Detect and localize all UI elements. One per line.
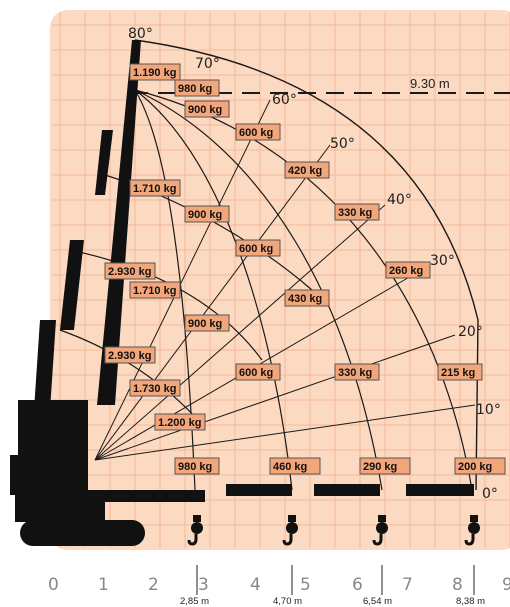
svg-text:330 kg: 330 kg	[338, 367, 372, 379]
svg-text:2.930 kg: 2.930 kg	[108, 350, 151, 362]
reach-mark-label: 6,54 m	[363, 596, 392, 607]
svg-text:420 kg: 420 kg	[288, 165, 322, 177]
reach-mark-label: 4,70 m	[273, 596, 302, 607]
load-label: 460 kg	[269, 457, 321, 475]
load-label: 290 kg	[359, 457, 411, 475]
svg-text:330 kg: 330 kg	[338, 207, 372, 219]
load-label: 215 kg	[437, 363, 483, 381]
x-tick-label: 1	[98, 575, 109, 595]
x-tick-label: 9	[502, 575, 510, 595]
load-label: 330 kg	[334, 363, 380, 381]
curve-load-2	[69, 249, 263, 361]
x-tick-label: 6	[352, 575, 363, 595]
x-tick-label: 2	[148, 575, 159, 595]
load-label: 260 kg	[385, 261, 431, 279]
angle-label: 30°	[430, 253, 455, 269]
svg-text:980 kg: 980 kg	[178, 461, 212, 473]
load-label: 420 kg	[284, 161, 330, 179]
load-label: 1.190 kg	[129, 63, 181, 81]
load-label: 600 kg	[235, 239, 281, 257]
angle-label: 10°	[476, 402, 501, 418]
x-tick-label: 7	[402, 575, 413, 595]
angle-label: 50°	[330, 136, 355, 152]
x-tick-label: 3	[198, 575, 209, 595]
angle-label: 60°	[272, 92, 297, 108]
svg-text:290 kg: 290 kg	[363, 461, 397, 473]
load-label: 600 kg	[235, 363, 281, 381]
svg-text:600 kg: 600 kg	[239, 367, 273, 379]
load-label: 1.710 kg	[129, 179, 181, 197]
svg-text:1.710 kg: 1.710 kg	[133, 183, 176, 195]
load-label: 430 kg	[284, 289, 330, 307]
load-label: 1.710 kg	[129, 281, 181, 299]
load-label: 600 kg	[235, 123, 281, 141]
svg-text:2.930 kg: 2.930 kg	[108, 266, 151, 278]
curve-boom-2	[134, 89, 293, 491]
x-tick-label: 4	[250, 575, 261, 595]
crane-silhouette-icon	[10, 40, 474, 546]
load-label: 980 kg	[174, 79, 220, 97]
curve-boom-1	[134, 89, 196, 491]
svg-text:1.190 kg: 1.190 kg	[133, 67, 176, 79]
svg-text:215 kg: 215 kg	[441, 367, 475, 379]
load-label: 980 kg	[174, 457, 220, 475]
angle-label: 70°	[195, 56, 220, 72]
load-label: 330 kg	[334, 203, 380, 221]
svg-text:1.200 kg: 1.200 kg	[158, 417, 201, 429]
svg-text:900 kg: 900 kg	[188, 104, 222, 116]
svg-text:460 kg: 460 kg	[273, 461, 307, 473]
angle-lines	[94, 39, 479, 491]
load-label: 200 kg	[454, 457, 506, 475]
svg-text:200 kg: 200 kg	[458, 461, 492, 473]
x-tick-label: 0	[48, 575, 59, 595]
angle-labels: 80° 70° 60° 50° 40° 30° 20° 10° 0°	[128, 26, 501, 502]
angle-label: 40°	[387, 192, 412, 208]
curve-boom-3	[134, 89, 383, 491]
svg-text:600 kg: 600 kg	[239, 127, 273, 139]
reach-mark-label: 2,85 m	[180, 596, 209, 607]
svg-text:900 kg: 900 kg	[188, 209, 222, 221]
x-tick-label: 5	[300, 575, 311, 595]
angle-label: 80°	[128, 26, 153, 42]
max-reach-label: 9.30 m	[410, 76, 450, 91]
svg-text:980 kg: 980 kg	[178, 83, 212, 95]
svg-text:1.710 kg: 1.710 kg	[133, 285, 176, 297]
svg-text:430 kg: 430 kg	[288, 293, 322, 305]
load-label: 1.730 kg	[129, 379, 181, 397]
load-label: 900 kg	[184, 205, 230, 223]
svg-text:900 kg: 900 kg	[188, 318, 222, 330]
svg-text:260 kg: 260 kg	[389, 265, 423, 277]
svg-text:1.730 kg: 1.730 kg	[133, 383, 176, 395]
load-label: 2.930 kg	[104, 262, 156, 280]
load-label: 1.200 kg	[154, 413, 206, 431]
load-label: 900 kg	[184, 100, 230, 118]
curve-load-3	[59, 329, 199, 421]
reach-mark-label: 8,38 m	[456, 596, 485, 607]
angle-label: 0°	[482, 486, 498, 502]
load-label: 900 kg	[184, 314, 230, 332]
svg-text:600 kg: 600 kg	[239, 243, 273, 255]
load-label: 2.930 kg	[104, 346, 156, 364]
angle-label: 20°	[458, 324, 483, 340]
x-tick-label: 8	[452, 575, 463, 595]
x-axis: 0 1 2 3 4 5 6 7 8 9	[48, 575, 510, 595]
